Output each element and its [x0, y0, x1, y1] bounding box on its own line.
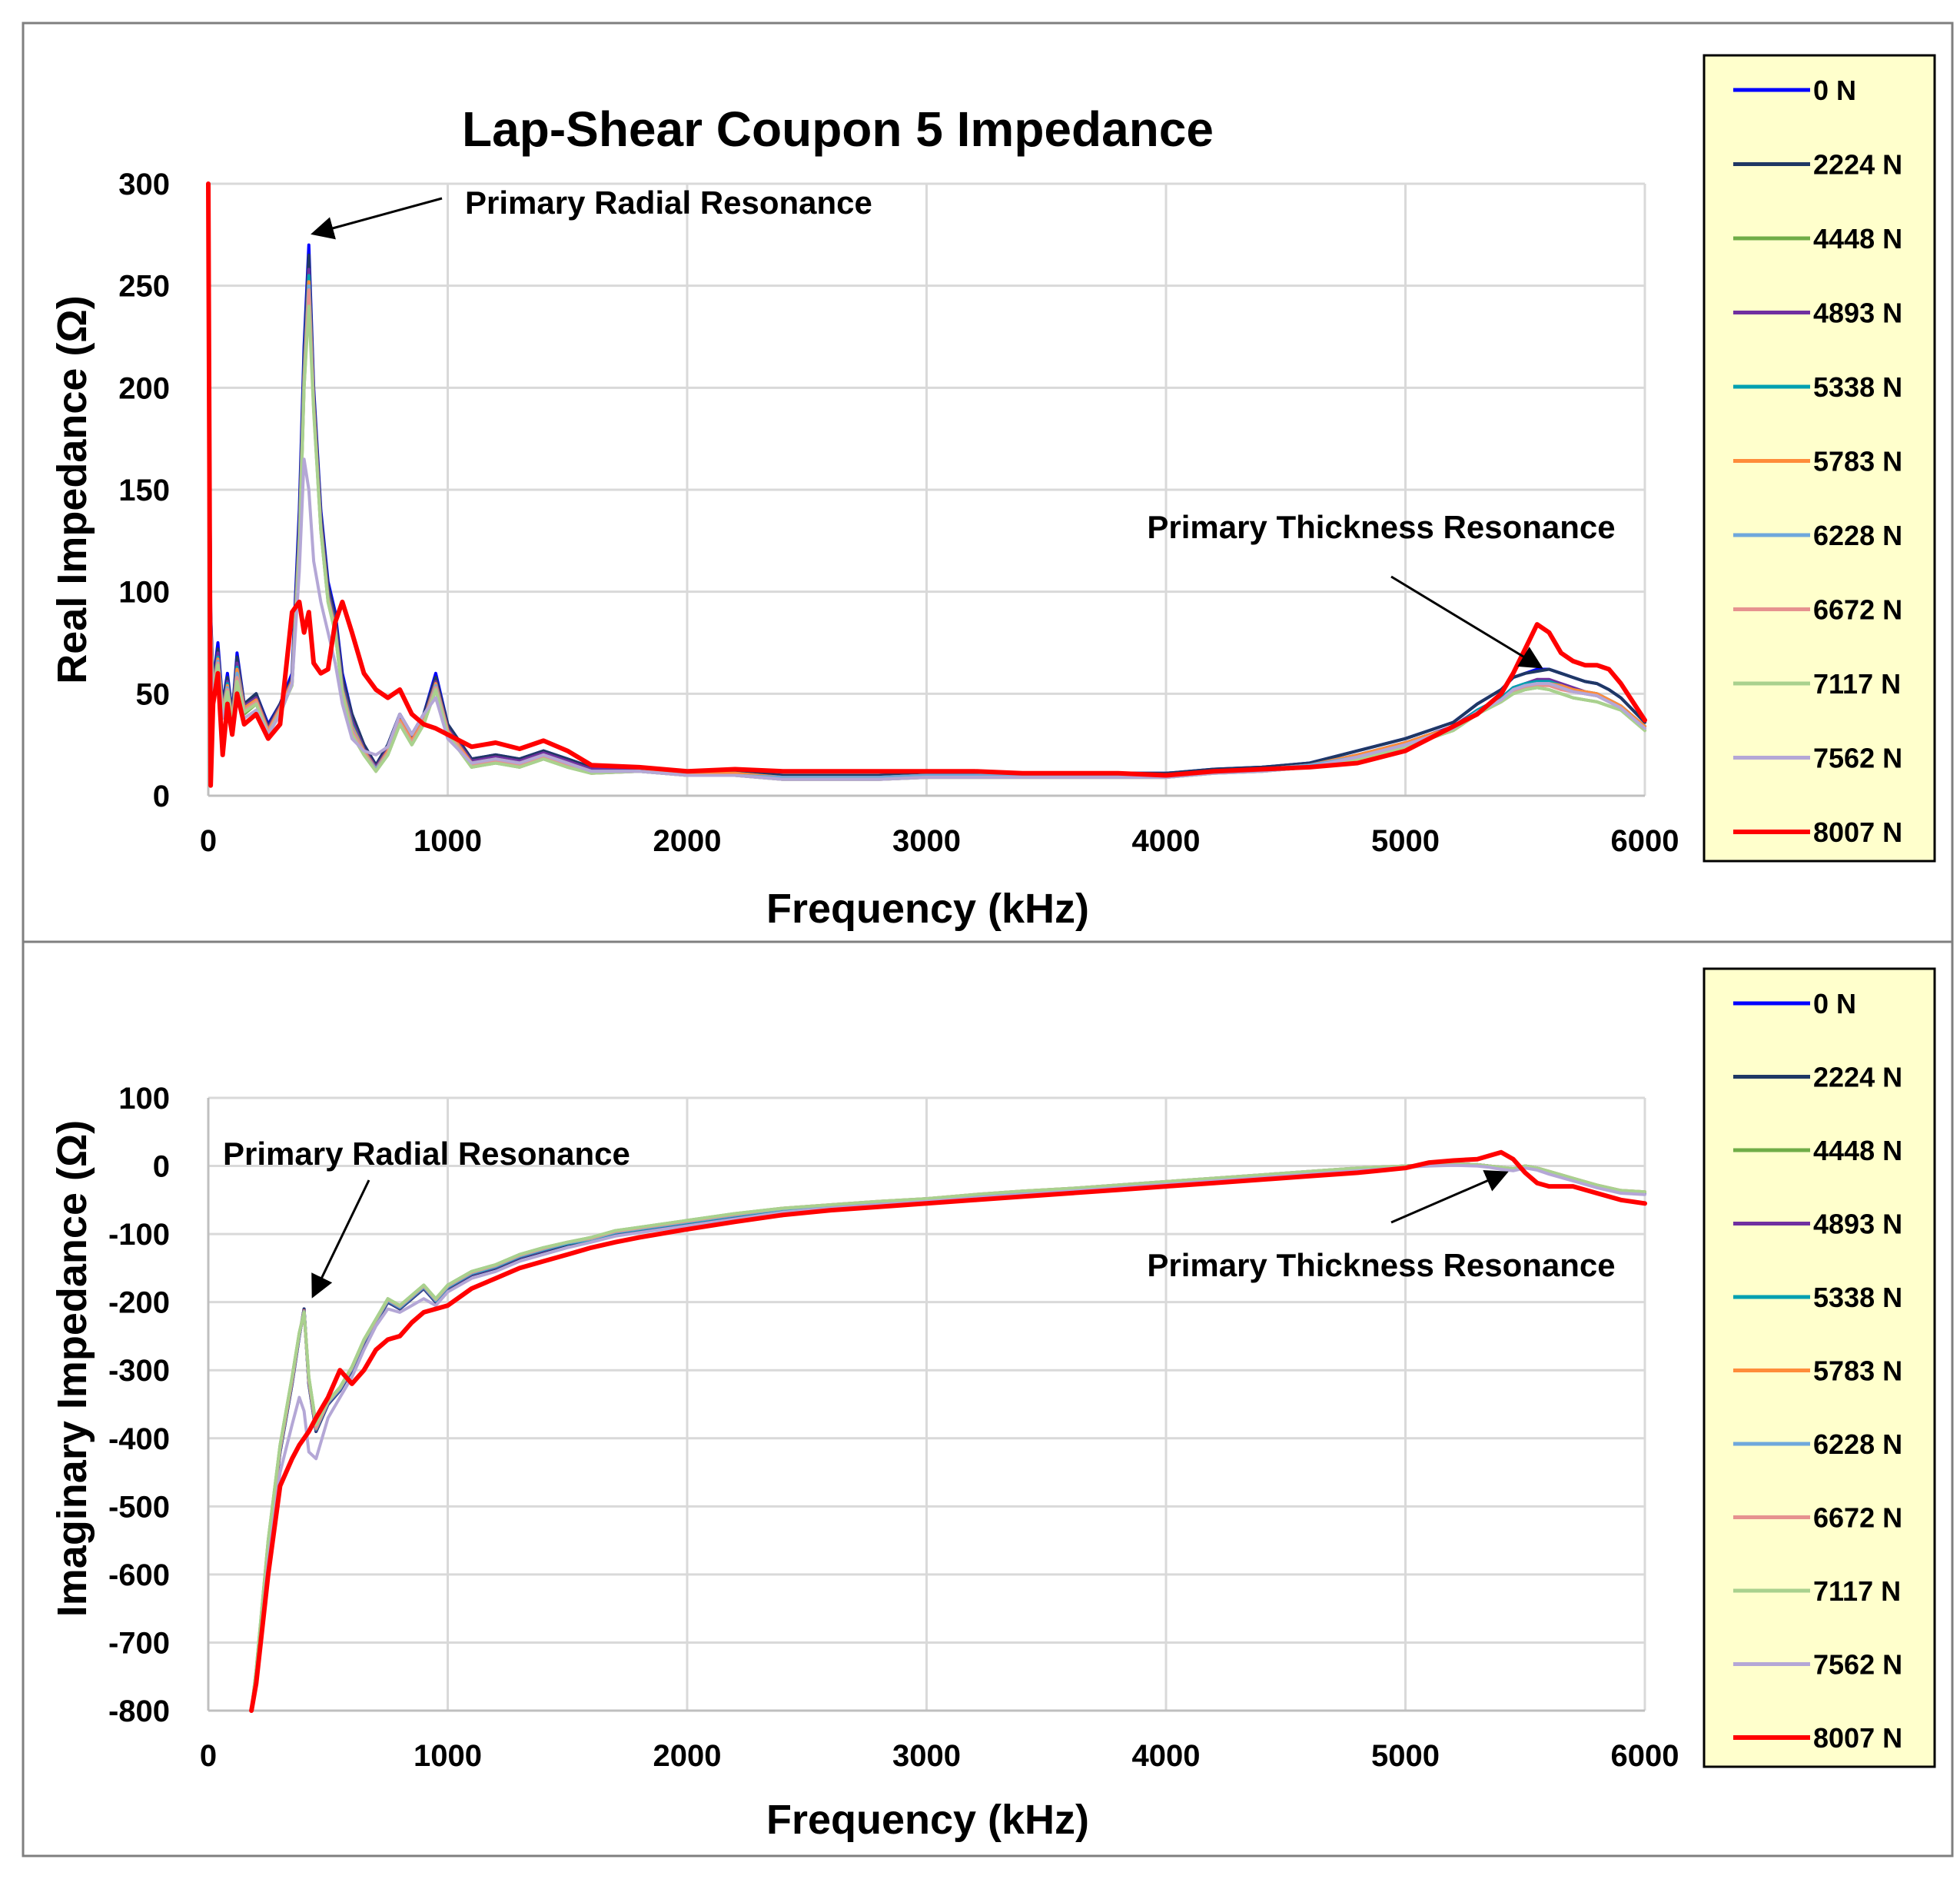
- legend-label: 7117 N: [1813, 668, 1901, 700]
- axes: [207, 1098, 1645, 1712]
- x-tick-label: 1000: [414, 824, 482, 858]
- tick-labels: 0 1000 2000 3000 4000 5000 6000-800-700-600-50…: [108, 1082, 1679, 1773]
- y-tick-label: -200: [108, 1286, 170, 1320]
- y-tick-label: -600: [108, 1558, 170, 1592]
- legend-label: 2224 N: [1813, 1062, 1902, 1093]
- y-tick-label: -500: [108, 1490, 170, 1524]
- y-tick-label: -700: [108, 1626, 170, 1660]
- legend: 0 N 2224 N 4448 N 4893 N 5338 N 5783 N 6228 N 6…: [1703, 54, 1936, 863]
- annotation-arrow: [1390, 1169, 1509, 1224]
- legend-label: 4448 N: [1813, 1135, 1902, 1166]
- chart-title: Lap-Shear Coupon 5 Impedance: [462, 101, 1214, 157]
- y-tick-label: 150: [118, 474, 170, 507]
- y-tick-label: 50: [136, 677, 171, 711]
- real-impedance-chart: Lap-Shear Coupon 5 Impedance 0 1000 2000 30…: [22, 22, 1954, 943]
- legend-label: 7562 N: [1813, 743, 1902, 774]
- annotation-text: Primary Thickness Resonance: [1147, 509, 1615, 545]
- legend-items: 0 N 2224 N 4448 N 4893 N 5338 N 5783 N 6228 N 6…: [1733, 75, 1902, 848]
- annotation-thickness: Primary Thickness Resonance: [1147, 1169, 1616, 1283]
- y-tick-label: 250: [118, 270, 170, 304]
- y-tick-label: 200: [118, 371, 170, 405]
- annotation-arrow: [311, 197, 443, 240]
- annotation-text: Primary Radial Resonance: [223, 1136, 630, 1172]
- y-tick-label: 300: [118, 168, 170, 201]
- x-tick-label: 6000: [1611, 1739, 1679, 1773]
- legend-label: 4893 N: [1813, 1209, 1902, 1240]
- legend-label: 5338 N: [1813, 371, 1902, 403]
- y-axis-title: Real Impedance (Ω): [49, 295, 95, 683]
- annotation-radial: Primary Radial Resonance: [311, 185, 872, 240]
- x-tick-label: 6000: [1611, 824, 1679, 858]
- legend-label: 6228 N: [1813, 1428, 1902, 1460]
- annotation-text: Primary Radial Resonance: [465, 185, 872, 221]
- series-lines: [249, 1149, 1647, 1713]
- legend-label: 5338 N: [1813, 1282, 1902, 1313]
- legend-label: 5783 N: [1813, 446, 1902, 477]
- annotation-text: Primary Thickness Resonance: [1147, 1247, 1615, 1283]
- y-tick-label: -800: [108, 1694, 170, 1728]
- series-lines: [206, 181, 1647, 788]
- legend-label: 7117 N: [1813, 1575, 1901, 1607]
- legend: 0 N 2224 N 4448 N 4893 N 5338 N 5783 N 6228 N 6…: [1703, 967, 1936, 1768]
- x-tick-label: 0: [200, 824, 217, 858]
- legend-label: 0 N: [1813, 988, 1856, 1019]
- y-tick-label: 0: [153, 1150, 170, 1184]
- x-tick-label: 1000: [414, 1739, 482, 1773]
- y-tick-label: -100: [108, 1218, 170, 1252]
- legend-items: 0 N 2224 N 4448 N 4893 N 5338 N 5783 N 6228 N 6…: [1733, 988, 1902, 1754]
- annotation-radial: Primary Radial Resonance: [223, 1136, 630, 1299]
- tick-labels: 0 1000 2000 3000 4000 5000 6000 0 50 100 150 200 250…: [118, 168, 1679, 858]
- series-line-8007-n: [249, 1149, 1647, 1713]
- y-tick-label: 100: [118, 576, 170, 610]
- annotation-arrow: [311, 1179, 370, 1299]
- legend-box: [1703, 54, 1936, 863]
- legend-label: 0 N: [1813, 75, 1856, 106]
- legend-label: 4448 N: [1813, 223, 1902, 254]
- x-axis-title: Frequency (kHz): [766, 1797, 1089, 1843]
- legend-label: 8007 N: [1813, 816, 1902, 848]
- x-tick-label: 5000: [1371, 1739, 1440, 1773]
- y-tick-label: -400: [108, 1422, 170, 1456]
- x-tick-label: 5000: [1371, 824, 1440, 858]
- annotation-arrow: [1390, 575, 1543, 669]
- gridlines: [208, 1096, 1646, 1711]
- x-tick-label: 3000: [892, 1739, 961, 1773]
- gridlines: [208, 182, 1646, 796]
- legend-label: 6672 N: [1813, 594, 1902, 626]
- y-axis-title: Imaginary Impedance (Ω): [49, 1120, 95, 1617]
- series-line-7562-n: [250, 1163, 1646, 1712]
- legend-label: 7562 N: [1813, 1649, 1902, 1681]
- legend-label: 5783 N: [1813, 1355, 1902, 1387]
- x-tick-label: 3000: [892, 824, 961, 858]
- y-tick-label: 0: [153, 780, 170, 813]
- imaginary-impedance-chart: 0 1000 2000 3000 4000 5000 6000-800-700-600-50…: [22, 940, 1954, 1857]
- x-tick-label: 4000: [1132, 824, 1201, 858]
- annotation-thickness: Primary Thickness Resonance: [1147, 509, 1616, 669]
- x-tick-label: 4000: [1132, 1739, 1201, 1773]
- legend-label: 8007 N: [1813, 1722, 1902, 1754]
- legend-label: 4893 N: [1813, 298, 1902, 329]
- x-axis-title: Frequency (kHz): [766, 886, 1089, 932]
- y-tick-label: -300: [108, 1354, 170, 1388]
- series-line-8007-n: [206, 181, 1647, 788]
- y-tick-label: 100: [118, 1082, 170, 1116]
- x-tick-label: 2000: [653, 1739, 722, 1773]
- x-tick-label: 0: [200, 1739, 217, 1773]
- legend-label: 6672 N: [1813, 1502, 1902, 1534]
- legend-box: [1703, 967, 1936, 1768]
- x-tick-label: 2000: [653, 824, 722, 858]
- legend-label: 2224 N: [1813, 149, 1902, 181]
- legend-label: 6228 N: [1813, 520, 1902, 551]
